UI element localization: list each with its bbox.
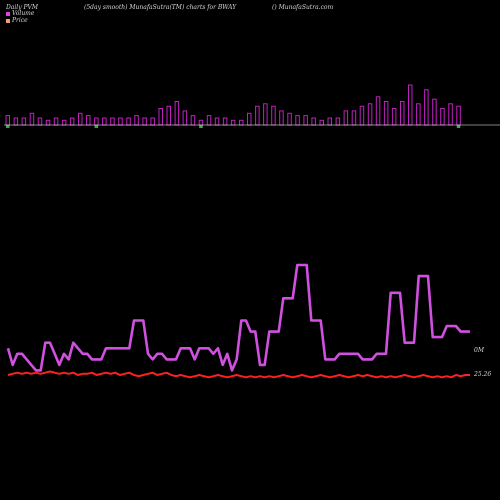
chart-header-title: (5day smooth) MunafaSutra(TM) charts for… <box>84 4 237 11</box>
volume-bar <box>440 108 445 126</box>
volume-bar <box>416 103 421 126</box>
volume-bar <box>295 115 300 126</box>
volume-bar <box>351 110 357 126</box>
legend-item-volume: Volume <box>6 10 34 17</box>
volume-bar <box>13 117 19 126</box>
volume-bar <box>343 110 349 126</box>
volume-bar <box>424 89 429 126</box>
volume-bar <box>198 119 204 126</box>
volume-bar <box>142 117 147 126</box>
volume-bar <box>432 98 437 126</box>
volume-bar <box>400 101 405 126</box>
volume-bar <box>37 117 43 126</box>
volume-bar <box>271 105 276 126</box>
chart-header-left: Daily PVM <box>6 4 39 11</box>
volume-bar <box>375 96 381 126</box>
volume-bar <box>61 119 67 126</box>
legend-label-volume: Volume <box>12 10 35 17</box>
volume-bar <box>174 101 180 126</box>
volume-line-highlight <box>7 264 470 371</box>
volume-bar <box>190 115 196 126</box>
volume-bar <box>287 112 292 126</box>
volume-bar <box>335 117 341 126</box>
price-line <box>7 370 470 379</box>
volume-bar <box>150 117 155 126</box>
volume-bar <box>158 108 163 126</box>
legend: Volume Price <box>6 10 34 24</box>
volume-bar <box>230 119 236 126</box>
volume-bar <box>408 84 413 126</box>
volume-bar <box>448 103 453 126</box>
chart-header-site: () MunafaSutra.com <box>272 4 334 11</box>
volume-bar-down <box>6 125 10 128</box>
volume-bar <box>182 110 188 126</box>
volume-bar <box>126 117 131 126</box>
volume-bar <box>391 108 397 126</box>
volume-line <box>6 263 470 372</box>
volume-bar <box>78 112 83 126</box>
volume-bar <box>53 117 59 126</box>
legend-item-price: Price <box>6 17 34 24</box>
volume-bar <box>263 103 268 126</box>
price-value-label: 25.26 <box>473 371 491 378</box>
volume-bar <box>94 117 99 126</box>
volume-bar <box>311 117 316 126</box>
volume-bar <box>279 110 284 126</box>
volume-bar <box>367 103 373 126</box>
trend-lines <box>6 263 470 379</box>
volume-bar <box>21 117 27 126</box>
volume-bar <box>239 119 244 126</box>
volume-bar <box>5 115 10 126</box>
volume-bar <box>118 117 123 126</box>
volume-bar <box>110 117 115 126</box>
volume-bar-down <box>199 125 203 128</box>
volume-bar <box>69 117 75 126</box>
volume-bar <box>134 115 139 126</box>
volume-bar <box>222 117 228 126</box>
volume-bar <box>456 105 461 126</box>
volume-bar <box>102 117 107 126</box>
volume-bar-down <box>456 125 461 128</box>
volume-bar <box>255 105 260 126</box>
volume-bar <box>319 119 324 126</box>
legend-swatch-volume <box>6 11 10 16</box>
volume-bar <box>303 115 308 126</box>
volume-bars <box>5 84 461 128</box>
volume-bar <box>86 115 91 126</box>
volume-bar <box>166 105 171 126</box>
volume-bar <box>29 112 35 126</box>
volume-bar <box>383 101 389 126</box>
volume-bar <box>45 119 51 126</box>
volume-value-label: 0M <box>474 347 485 354</box>
volume-bar-down <box>94 125 99 128</box>
volume-bar <box>327 117 332 126</box>
volume-bar <box>206 115 212 126</box>
volume-bar <box>359 105 365 126</box>
volume-bar <box>214 117 220 126</box>
legend-label-price: Price <box>12 17 28 24</box>
volume-bar <box>247 112 252 126</box>
legend-swatch-price <box>6 18 10 23</box>
